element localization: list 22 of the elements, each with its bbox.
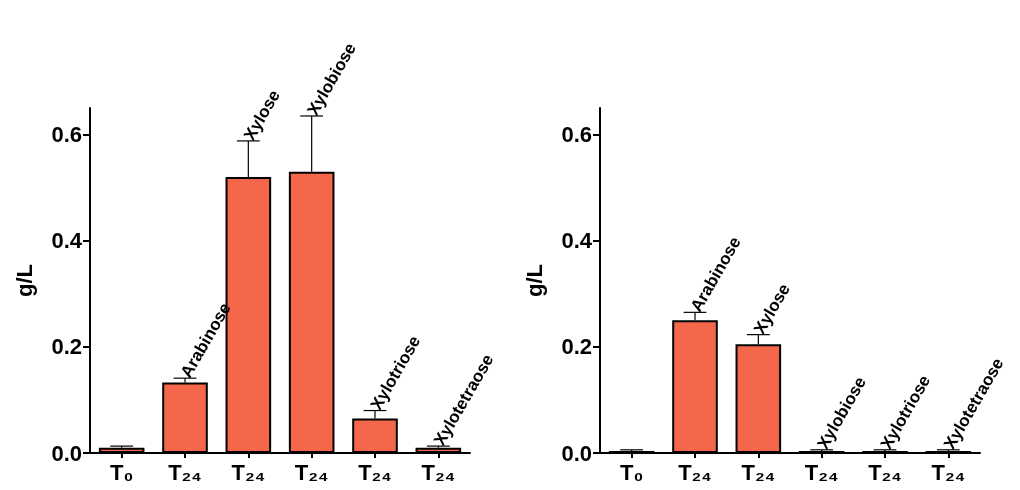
y-axis-title: g/L bbox=[521, 264, 547, 297]
y-tick-label: 0.6 bbox=[51, 122, 82, 148]
x-tick-label: T₂₄ bbox=[804, 459, 839, 485]
y-tick-label: 0.4 bbox=[51, 228, 83, 254]
x-tick-label: T₂₄ bbox=[868, 459, 902, 485]
x-tick-label: T₀ bbox=[619, 459, 644, 485]
x-tick-label: T₂₄ bbox=[294, 459, 329, 485]
y-tick-label: 0.2 bbox=[561, 334, 592, 360]
y-tick-label: 0.0 bbox=[51, 440, 82, 466]
x-tick-label: T₂₄ bbox=[231, 459, 266, 485]
x-tick-label: T₂₄ bbox=[931, 459, 966, 485]
x-tick-label: T₂₄ bbox=[358, 459, 392, 485]
x-tick-label: T₂₄ bbox=[741, 459, 776, 485]
y-tick-label: 0.0 bbox=[561, 440, 592, 466]
y-tick-label: 0.6 bbox=[561, 122, 592, 148]
y-tick-label: 0.4 bbox=[561, 228, 593, 254]
x-tick-label: T₂₄ bbox=[421, 459, 456, 485]
x-tick-label: T₂₄ bbox=[168, 459, 202, 485]
y-axis-title: g/L bbox=[11, 264, 37, 297]
x-tick-label: T₀ bbox=[109, 459, 134, 485]
x-tick-label: T₂₄ bbox=[678, 459, 712, 485]
y-tick-label: 0.2 bbox=[51, 334, 82, 360]
